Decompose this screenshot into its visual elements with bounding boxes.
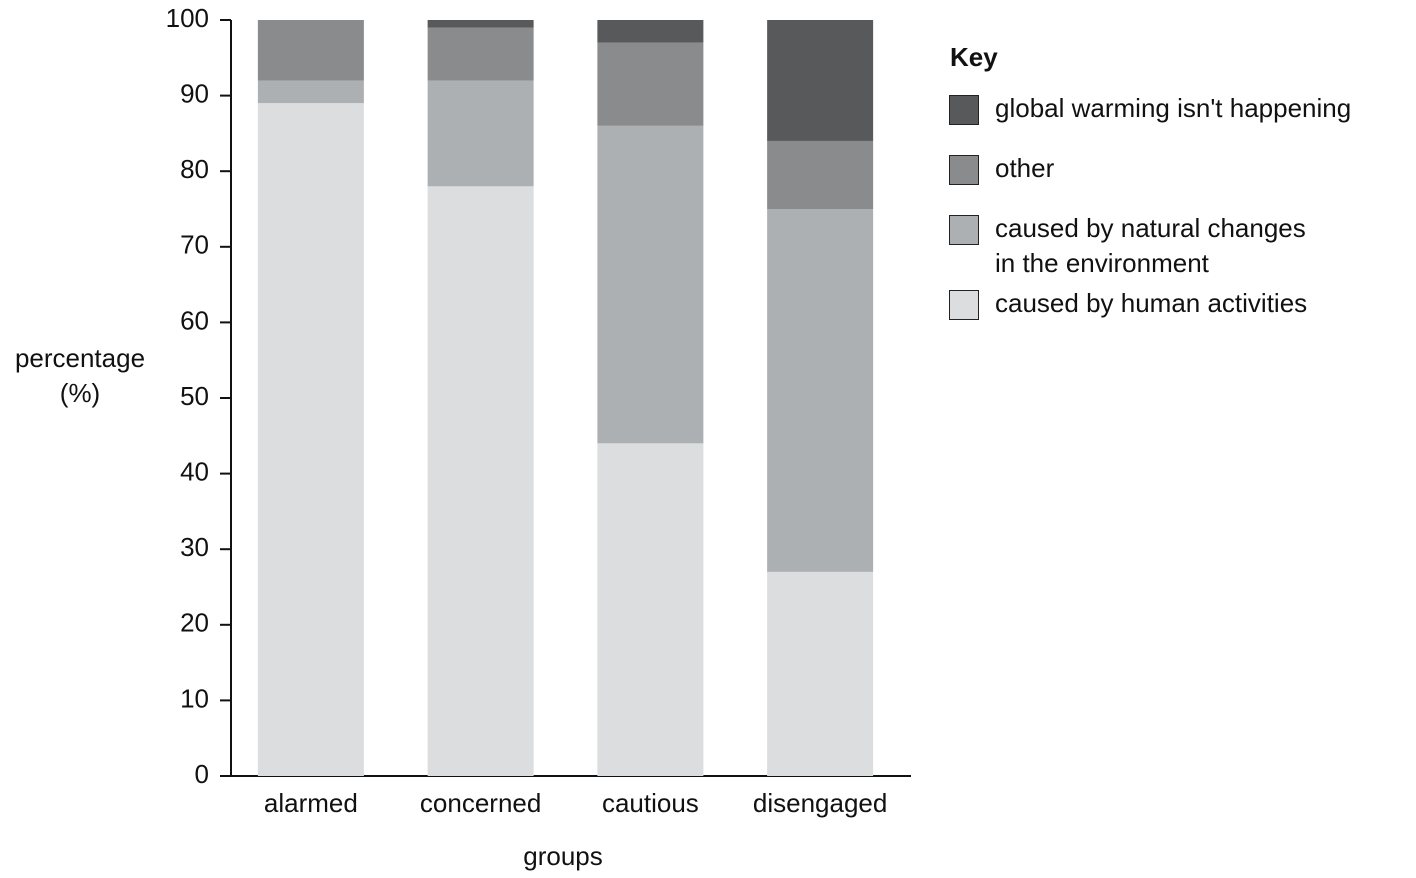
legend-swatch bbox=[949, 215, 979, 245]
bar-segment bbox=[257, 80, 364, 104]
bar-segment bbox=[427, 20, 534, 28]
y-tick-label: 0 bbox=[195, 759, 209, 789]
x-tick-label: alarmed bbox=[264, 788, 358, 818]
legend-label: caused by human activities bbox=[995, 288, 1308, 318]
y-tick-label: 20 bbox=[180, 608, 209, 638]
bar-segment bbox=[597, 443, 704, 776]
x-tick-label: concerned bbox=[420, 788, 541, 818]
bar-segment bbox=[257, 20, 364, 81]
y-tick-label: 80 bbox=[180, 154, 209, 184]
x-tick-label: disengaged bbox=[753, 788, 887, 818]
bar-segment bbox=[767, 140, 874, 209]
bar-segment bbox=[427, 186, 534, 776]
y-tick-label: 10 bbox=[180, 683, 209, 713]
y-tick-label: 60 bbox=[180, 305, 209, 335]
bar-segment bbox=[597, 20, 704, 43]
y-tick-label: 40 bbox=[180, 456, 209, 486]
bar-segment bbox=[597, 125, 704, 444]
y-tick-label: 70 bbox=[180, 230, 209, 260]
legend-title: Key bbox=[950, 42, 998, 72]
y-tick-label: 50 bbox=[180, 381, 209, 411]
y-tick-label: 90 bbox=[180, 78, 209, 108]
x-tick-label: cautious bbox=[602, 788, 699, 818]
bar-segment bbox=[767, 209, 874, 572]
bar-segment bbox=[427, 27, 534, 81]
bar-segment bbox=[767, 571, 874, 776]
bar-segment bbox=[257, 103, 364, 776]
legend-label: caused by natural changes in the environ… bbox=[995, 213, 1306, 278]
legend-swatch bbox=[949, 155, 979, 185]
legend-swatch bbox=[949, 290, 979, 320]
bar-segment bbox=[597, 42, 704, 126]
y-tick-label: 100 bbox=[166, 3, 209, 33]
legend-label: other bbox=[995, 153, 1055, 183]
bar-segment bbox=[427, 80, 534, 187]
bar-segment bbox=[767, 20, 874, 141]
x-axis-title: groups bbox=[523, 841, 603, 871]
y-axis-title: percentage (%) bbox=[14, 343, 146, 408]
legend-label: global warming isn't happening bbox=[995, 93, 1352, 123]
legend-swatch bbox=[949, 95, 979, 125]
y-tick-label: 30 bbox=[180, 532, 209, 562]
